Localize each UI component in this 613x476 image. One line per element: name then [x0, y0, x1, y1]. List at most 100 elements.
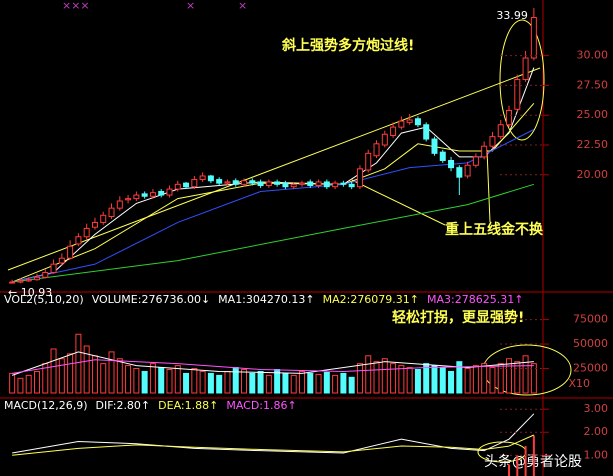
y-tick-label: 20.00	[577, 168, 609, 181]
candle-body	[348, 183, 355, 188]
candle-body	[456, 167, 463, 178]
candle-body	[183, 182, 190, 188]
volume-bar	[83, 345, 90, 394]
candle-body	[224, 181, 231, 184]
volume-bar	[390, 363, 397, 394]
callout-line	[351, 179, 446, 226]
candle-body	[58, 257, 65, 264]
candle-body	[431, 138, 438, 154]
y-tick-label: 50000	[573, 337, 608, 350]
callout-line	[486, 149, 491, 223]
header-text: MA2:276079.31↑	[323, 293, 419, 306]
volume-bar	[265, 374, 272, 394]
y-tick-label: 25000	[573, 362, 608, 375]
header-text: MA1:304270.13↑	[218, 293, 314, 306]
candle-body	[166, 188, 173, 196]
candle-body	[158, 190, 165, 196]
candle-body	[207, 175, 214, 182]
candle-body	[9, 281, 16, 284]
volume-bar	[58, 358, 65, 394]
volume-bar	[174, 365, 181, 394]
volume-bar	[25, 374, 32, 394]
volume-bar	[17, 377, 24, 394]
volume-bar	[75, 333, 82, 394]
volume-bar	[257, 370, 264, 394]
line	[12, 183, 535, 283]
volume-bar	[456, 361, 463, 394]
volume-bar	[315, 373, 322, 394]
header-text: DIF:2.80↑	[96, 399, 151, 412]
volume-bar	[381, 358, 388, 394]
candle-body	[50, 263, 57, 274]
volume-bar	[506, 358, 513, 394]
candle-body	[365, 152, 372, 171]
volume-bar	[249, 372, 256, 394]
volume-bar	[116, 358, 123, 394]
volume-bar	[166, 369, 173, 394]
volume-bar	[340, 372, 347, 394]
candle-body	[332, 182, 339, 188]
volume-bar	[133, 368, 140, 394]
candle-body	[33, 276, 40, 281]
unit-label: X10	[568, 377, 590, 390]
candle-body	[174, 183, 181, 190]
candle-body	[274, 181, 281, 185]
volume-bar	[216, 374, 223, 394]
volume-bar	[356, 363, 363, 394]
candle-body	[323, 181, 330, 188]
candle-body	[472, 156, 479, 166]
volume-bar	[158, 367, 165, 394]
candle-body	[91, 221, 98, 228]
trend-line	[7, 67, 541, 271]
volume-bar	[108, 351, 115, 394]
candle-body	[373, 143, 380, 157]
candle-body	[464, 164, 471, 177]
candle-body	[489, 136, 496, 147]
volume-bar	[298, 370, 305, 394]
candle-body	[17, 280, 24, 283]
volume-bar	[481, 363, 488, 394]
y-tick-label: 25.00	[577, 108, 609, 121]
volume-bar	[448, 370, 455, 394]
candle-body	[514, 78, 521, 110]
header-text: MACD:1.86↑	[226, 399, 296, 412]
candle-body	[67, 245, 74, 259]
volume-bar	[67, 353, 74, 394]
volume-bar	[464, 368, 471, 394]
volume-bar	[439, 367, 446, 394]
volume-bar	[307, 372, 314, 394]
header-text: VOLUME:276736.00↓	[92, 293, 210, 306]
volume-bar	[348, 376, 355, 394]
candle-body	[340, 182, 347, 185]
y-tick-label: 75000	[573, 313, 608, 326]
candle-body	[199, 175, 206, 181]
header-text: MA3:278625.31↑	[427, 293, 523, 306]
annotation: 斜上强势多方炮过线!	[281, 37, 414, 54]
candle-body	[241, 180, 248, 185]
volume-bar	[290, 374, 297, 394]
volume-bar	[332, 374, 339, 394]
candle-body	[398, 120, 405, 128]
annotation: 重上五线金不换	[445, 221, 544, 238]
candle-body	[108, 207, 115, 218]
candle-body	[116, 200, 123, 209]
volume-bar	[489, 367, 496, 394]
volume-bar	[33, 370, 40, 394]
candle-body	[42, 272, 49, 278]
header-text: VOL2(5,10,20)	[4, 293, 84, 306]
candle-body	[315, 181, 322, 187]
markers: ××× × ×	[62, 0, 247, 12]
candle-body	[290, 183, 297, 188]
volume-bar	[149, 363, 156, 394]
candle-body	[497, 124, 504, 138]
volume-bar	[365, 355, 372, 394]
volume-bar	[398, 365, 405, 394]
marker: ×	[238, 0, 247, 12]
volume-bar	[224, 370, 231, 394]
volume-bar	[373, 361, 380, 394]
highlight-ellipse	[499, 19, 545, 141]
candle-body	[149, 192, 156, 197]
volume-bar	[472, 365, 479, 394]
volume-bar	[497, 363, 504, 394]
